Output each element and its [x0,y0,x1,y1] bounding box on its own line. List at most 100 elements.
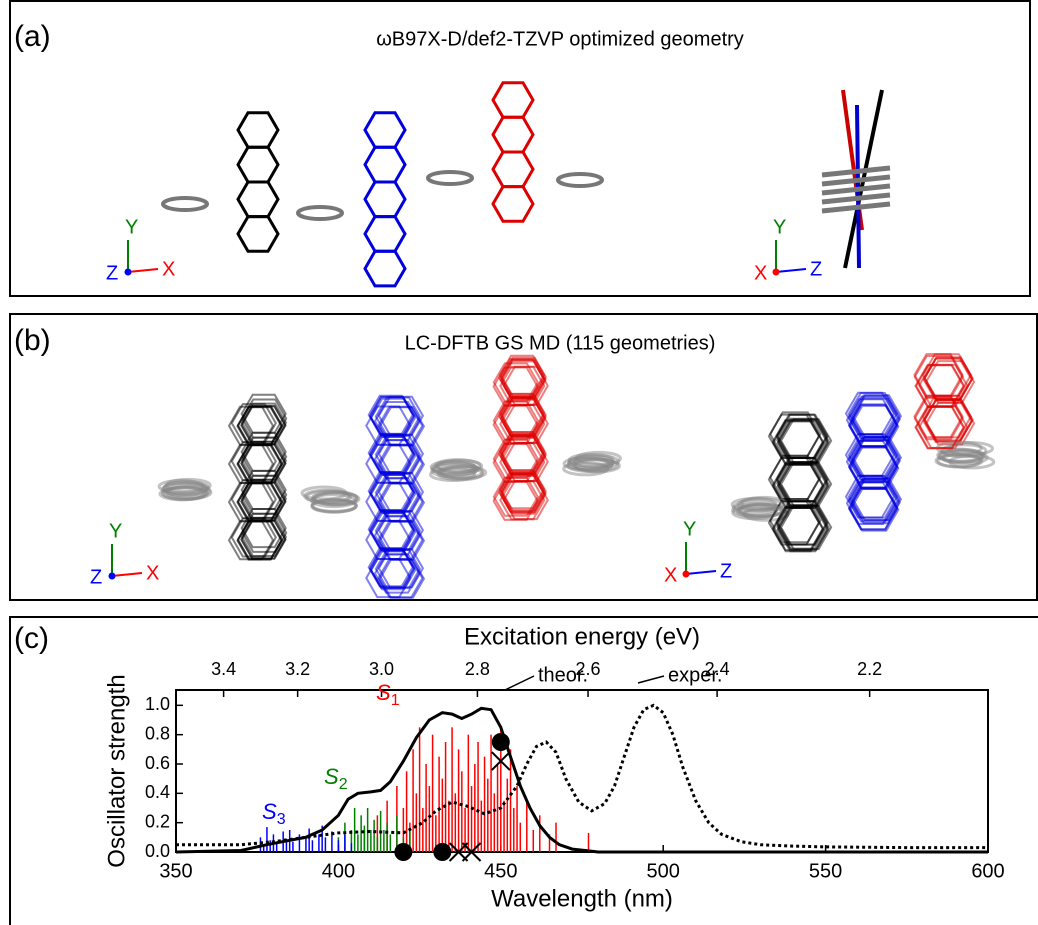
axis-arrow [685,570,717,575]
y-tick-label: 0.0 [145,841,170,861]
stick-label: S3 [262,799,286,828]
leader-line [637,675,665,684]
phenyl [161,196,209,212]
ring [847,486,899,531]
y-tick-label: 0.8 [145,723,170,743]
axis-dot [124,268,132,276]
stick-label: S1 [376,680,400,709]
ring [777,505,830,551]
stick-label-sub: 1 [391,692,400,709]
phenyl [556,172,604,188]
curve [175,706,988,854]
side-view [821,192,891,205]
phenyl [313,491,361,507]
stick-label-main: S [324,764,339,789]
panel-label: (a) [14,20,51,53]
ring [499,480,546,521]
ring [492,480,539,521]
ring [776,504,829,550]
ring [498,469,546,510]
ring [776,500,829,546]
side-view [821,174,891,187]
stick-label-main: S [262,799,277,824]
phenyl [426,170,474,186]
x2-tick-label: 3.2 [285,659,310,679]
phenyl [434,458,482,474]
ring [363,215,407,253]
leader-line [504,675,535,691]
phenyl [158,486,206,502]
ring [850,477,901,522]
axis-arrow [775,268,807,273]
plot-frame [175,689,989,853]
side-view [821,183,891,196]
x2-tick-label: 2.4 [705,659,730,679]
ring [240,519,287,560]
phenyl [937,448,985,464]
axis-letter: X [754,262,767,284]
marker-cross [491,751,511,771]
ring [236,145,280,184]
panel-title: LC-DFTB GS MD (115 geometries) [405,332,716,354]
y-axis-label: Oscillator strength [103,674,130,867]
panel-label: (b) [14,324,51,357]
x-tick-label: 400 [322,860,355,882]
axis-letter: Z [90,566,102,588]
axis-letter: Z [810,258,822,280]
x-tick-label: 500 [647,860,680,882]
ring [849,488,900,532]
stick-label-sub: 3 [277,811,286,828]
ring [499,473,546,514]
ring [767,500,821,546]
stick-label-main: S [376,680,391,705]
x2-tick-label: 2.2 [857,659,882,679]
axis-letter: Z [106,262,118,284]
x-axis-label: Wavelength (nm) [491,885,673,912]
phenyl [731,505,779,521]
side-view [821,165,891,178]
y-tick-label: 0.6 [145,753,170,773]
ring [236,180,280,219]
y-tick-label: 0.2 [145,811,170,831]
panel-b-frame [9,313,1038,601]
x-tick-label: 600 [971,860,1004,882]
ring [236,215,280,253]
ring [918,405,969,449]
y-tick-label: 0.4 [145,782,170,802]
ring [491,115,535,154]
ring [363,180,407,219]
phenyl [296,205,344,221]
stick-label: S2 [324,764,348,793]
axis-dot [772,268,780,276]
axis-letter: X [162,258,175,280]
phenyl [160,481,208,497]
axis-letter: Y [125,216,138,238]
ring [363,145,407,184]
molecules [157,81,996,599]
ring [367,547,414,588]
axis-dot [108,572,116,580]
phenyl [303,488,351,504]
axis-letter: Z [720,560,732,582]
marker-circle [491,733,510,751]
legend-label: theor. [538,664,588,686]
ring [913,394,964,439]
ring [230,517,277,558]
ring [378,558,426,599]
axis-dot [682,570,690,578]
ring [491,150,535,189]
ring [377,548,425,589]
x-tick-label: 450 [484,860,517,882]
y-tick-label: 1.0 [145,694,170,714]
x-tick-label: 550 [809,860,842,882]
legend-label: exper. [668,664,722,686]
ring [847,475,898,519]
axis-letter: X [664,564,677,586]
ring [236,520,283,561]
side-view [821,201,891,214]
axis-letter: X [146,562,159,584]
panel-title: ωB97X-D/def2-TZVP optimized geometry [376,28,744,50]
panel-a-frame [9,0,1031,297]
curve [176,703,988,850]
